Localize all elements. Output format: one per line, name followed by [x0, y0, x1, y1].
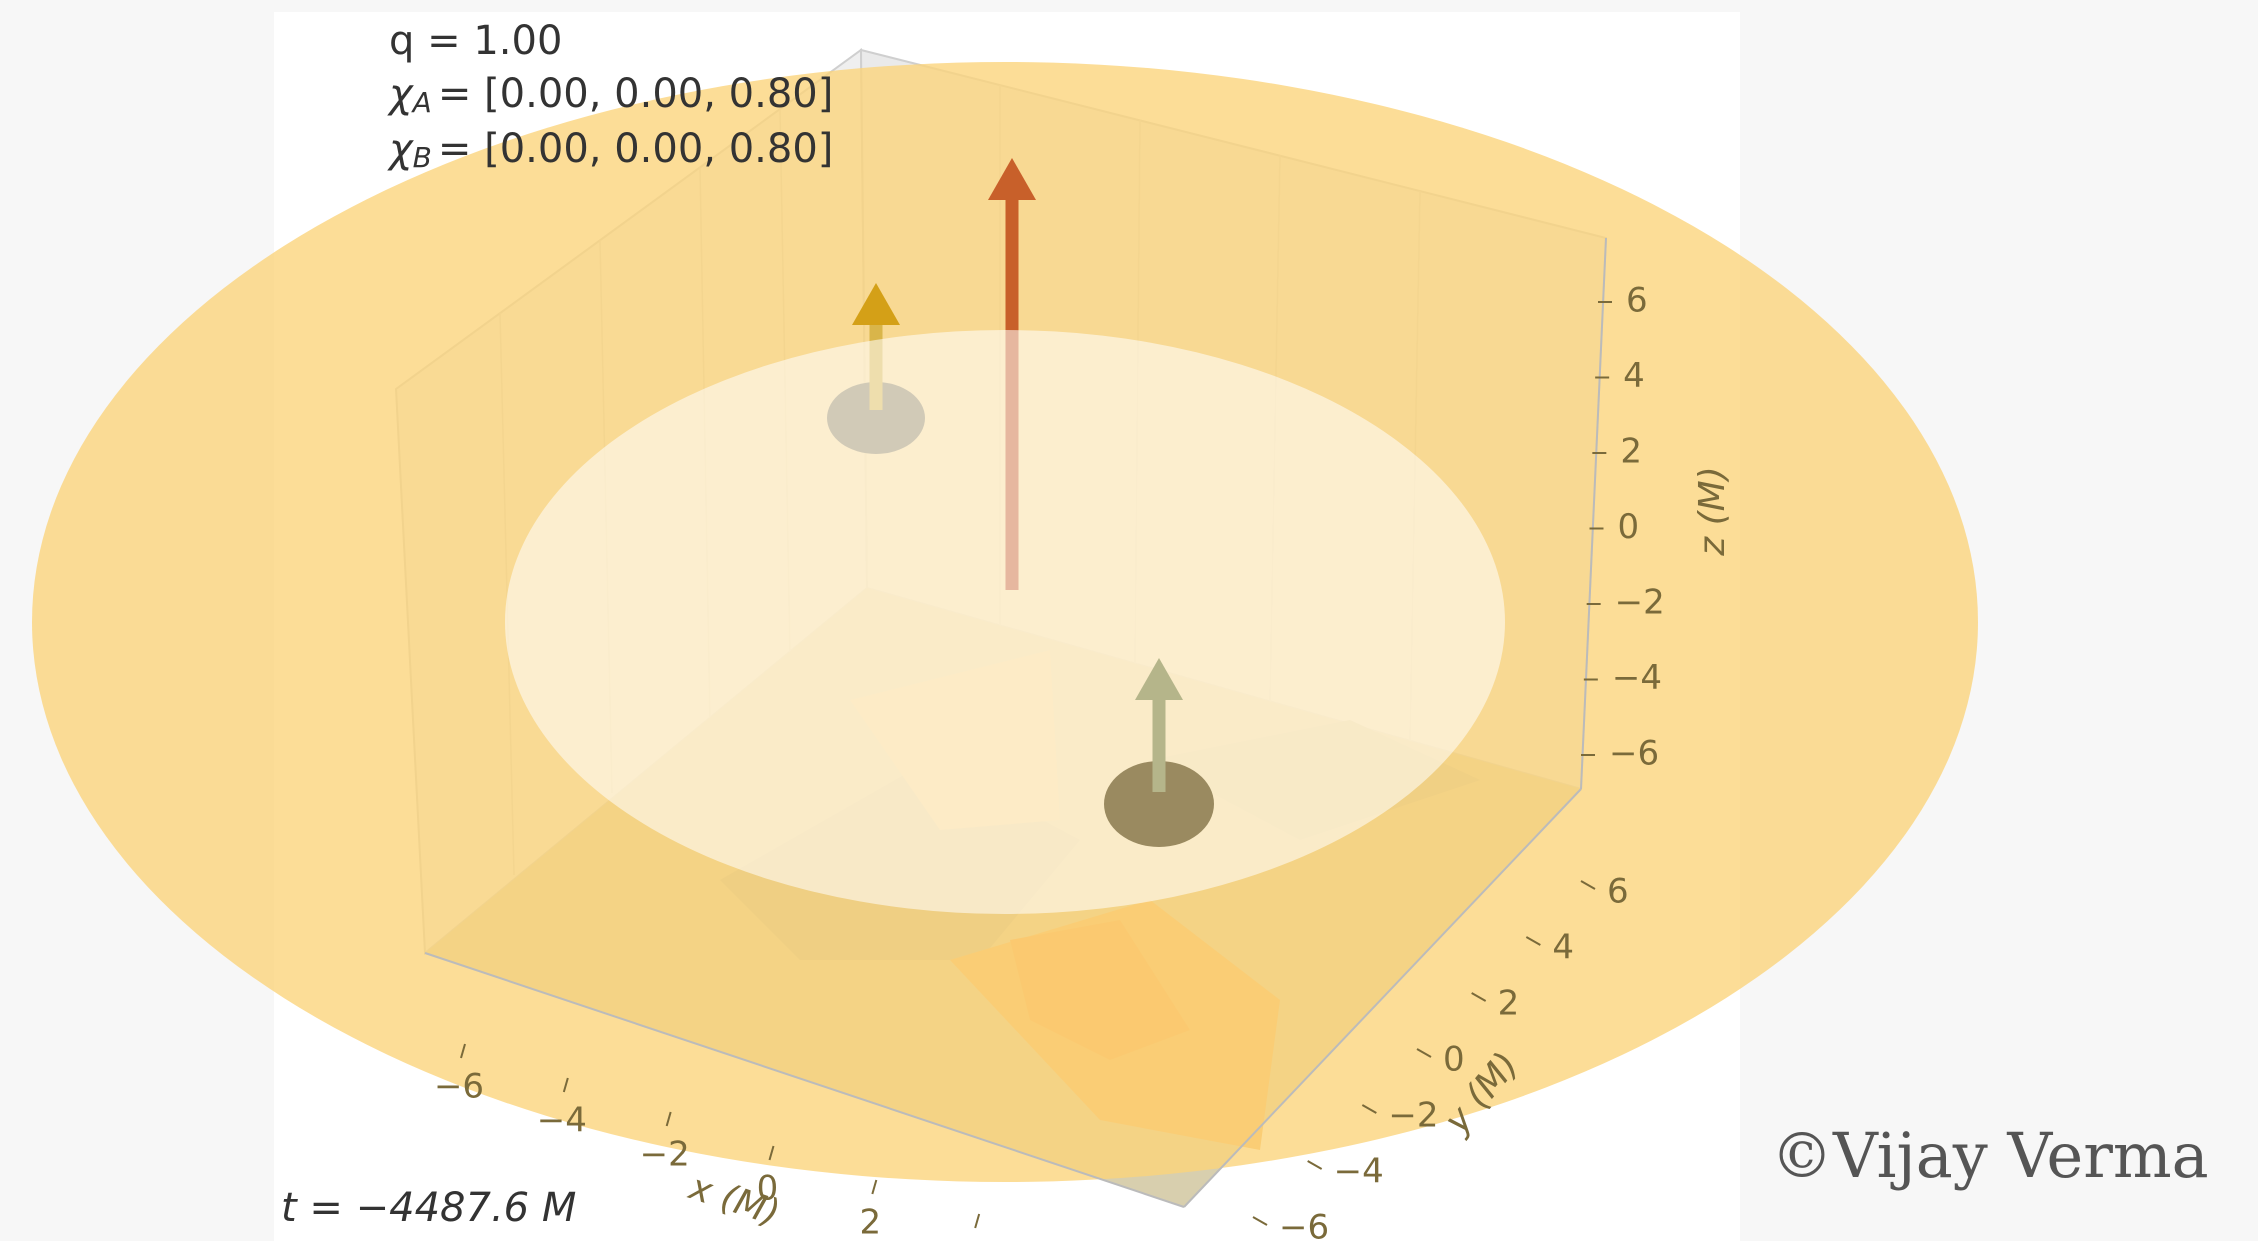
tick-label: −6: [1279, 1208, 1329, 1241]
tick-label: 0: [1443, 1040, 1465, 1080]
inner-disk: [505, 330, 1505, 914]
tick-label: 2: [1498, 984, 1520, 1024]
tick-label: −4: [1334, 1152, 1384, 1192]
value: = [0.00, 0.00, 0.80]: [438, 126, 834, 172]
spin-a: χA= [0.00, 0.00, 0.80]: [387, 71, 833, 119]
subscript: B: [413, 141, 432, 174]
tick-label: −2: [1615, 583, 1665, 623]
tick-label: 0: [757, 1169, 779, 1209]
tick-label: −4: [1612, 658, 1662, 698]
symbol: χ: [387, 126, 414, 172]
tick-label: 6: [1607, 872, 1629, 912]
symbol: χ: [387, 71, 414, 117]
time-label: t = −4487.6 M: [281, 1185, 576, 1231]
copyright: ©Vijay Verma: [1771, 1119, 2209, 1192]
tick-label: 4: [962, 1237, 984, 1241]
tick-label: −6: [1609, 734, 1659, 774]
tick-label: 4: [1552, 928, 1574, 968]
scene: q = 1.00 χA= [0.00, 0.00, 0.80] χB= [0.0…: [0, 0, 2258, 1241]
value: = [0.00, 0.00, 0.80]: [438, 71, 834, 117]
tick-label: 6: [1626, 281, 1648, 321]
tick-label: 0: [1618, 507, 1640, 547]
tick-label: −2: [1388, 1096, 1438, 1136]
tick-label: −6: [434, 1067, 484, 1107]
tick-label: 2: [1620, 432, 1642, 472]
subscript: A: [411, 86, 432, 119]
tick-label: −2: [640, 1135, 690, 1175]
tick-label: −4: [537, 1101, 587, 1141]
spin-b: χB= [0.00, 0.00, 0.80]: [387, 126, 833, 174]
mass-ratio: q = 1.00: [389, 18, 562, 64]
tick-label: 2: [860, 1203, 882, 1241]
tick-label: 4: [1623, 356, 1645, 396]
z-axis-label: z (M): [1692, 466, 1733, 557]
